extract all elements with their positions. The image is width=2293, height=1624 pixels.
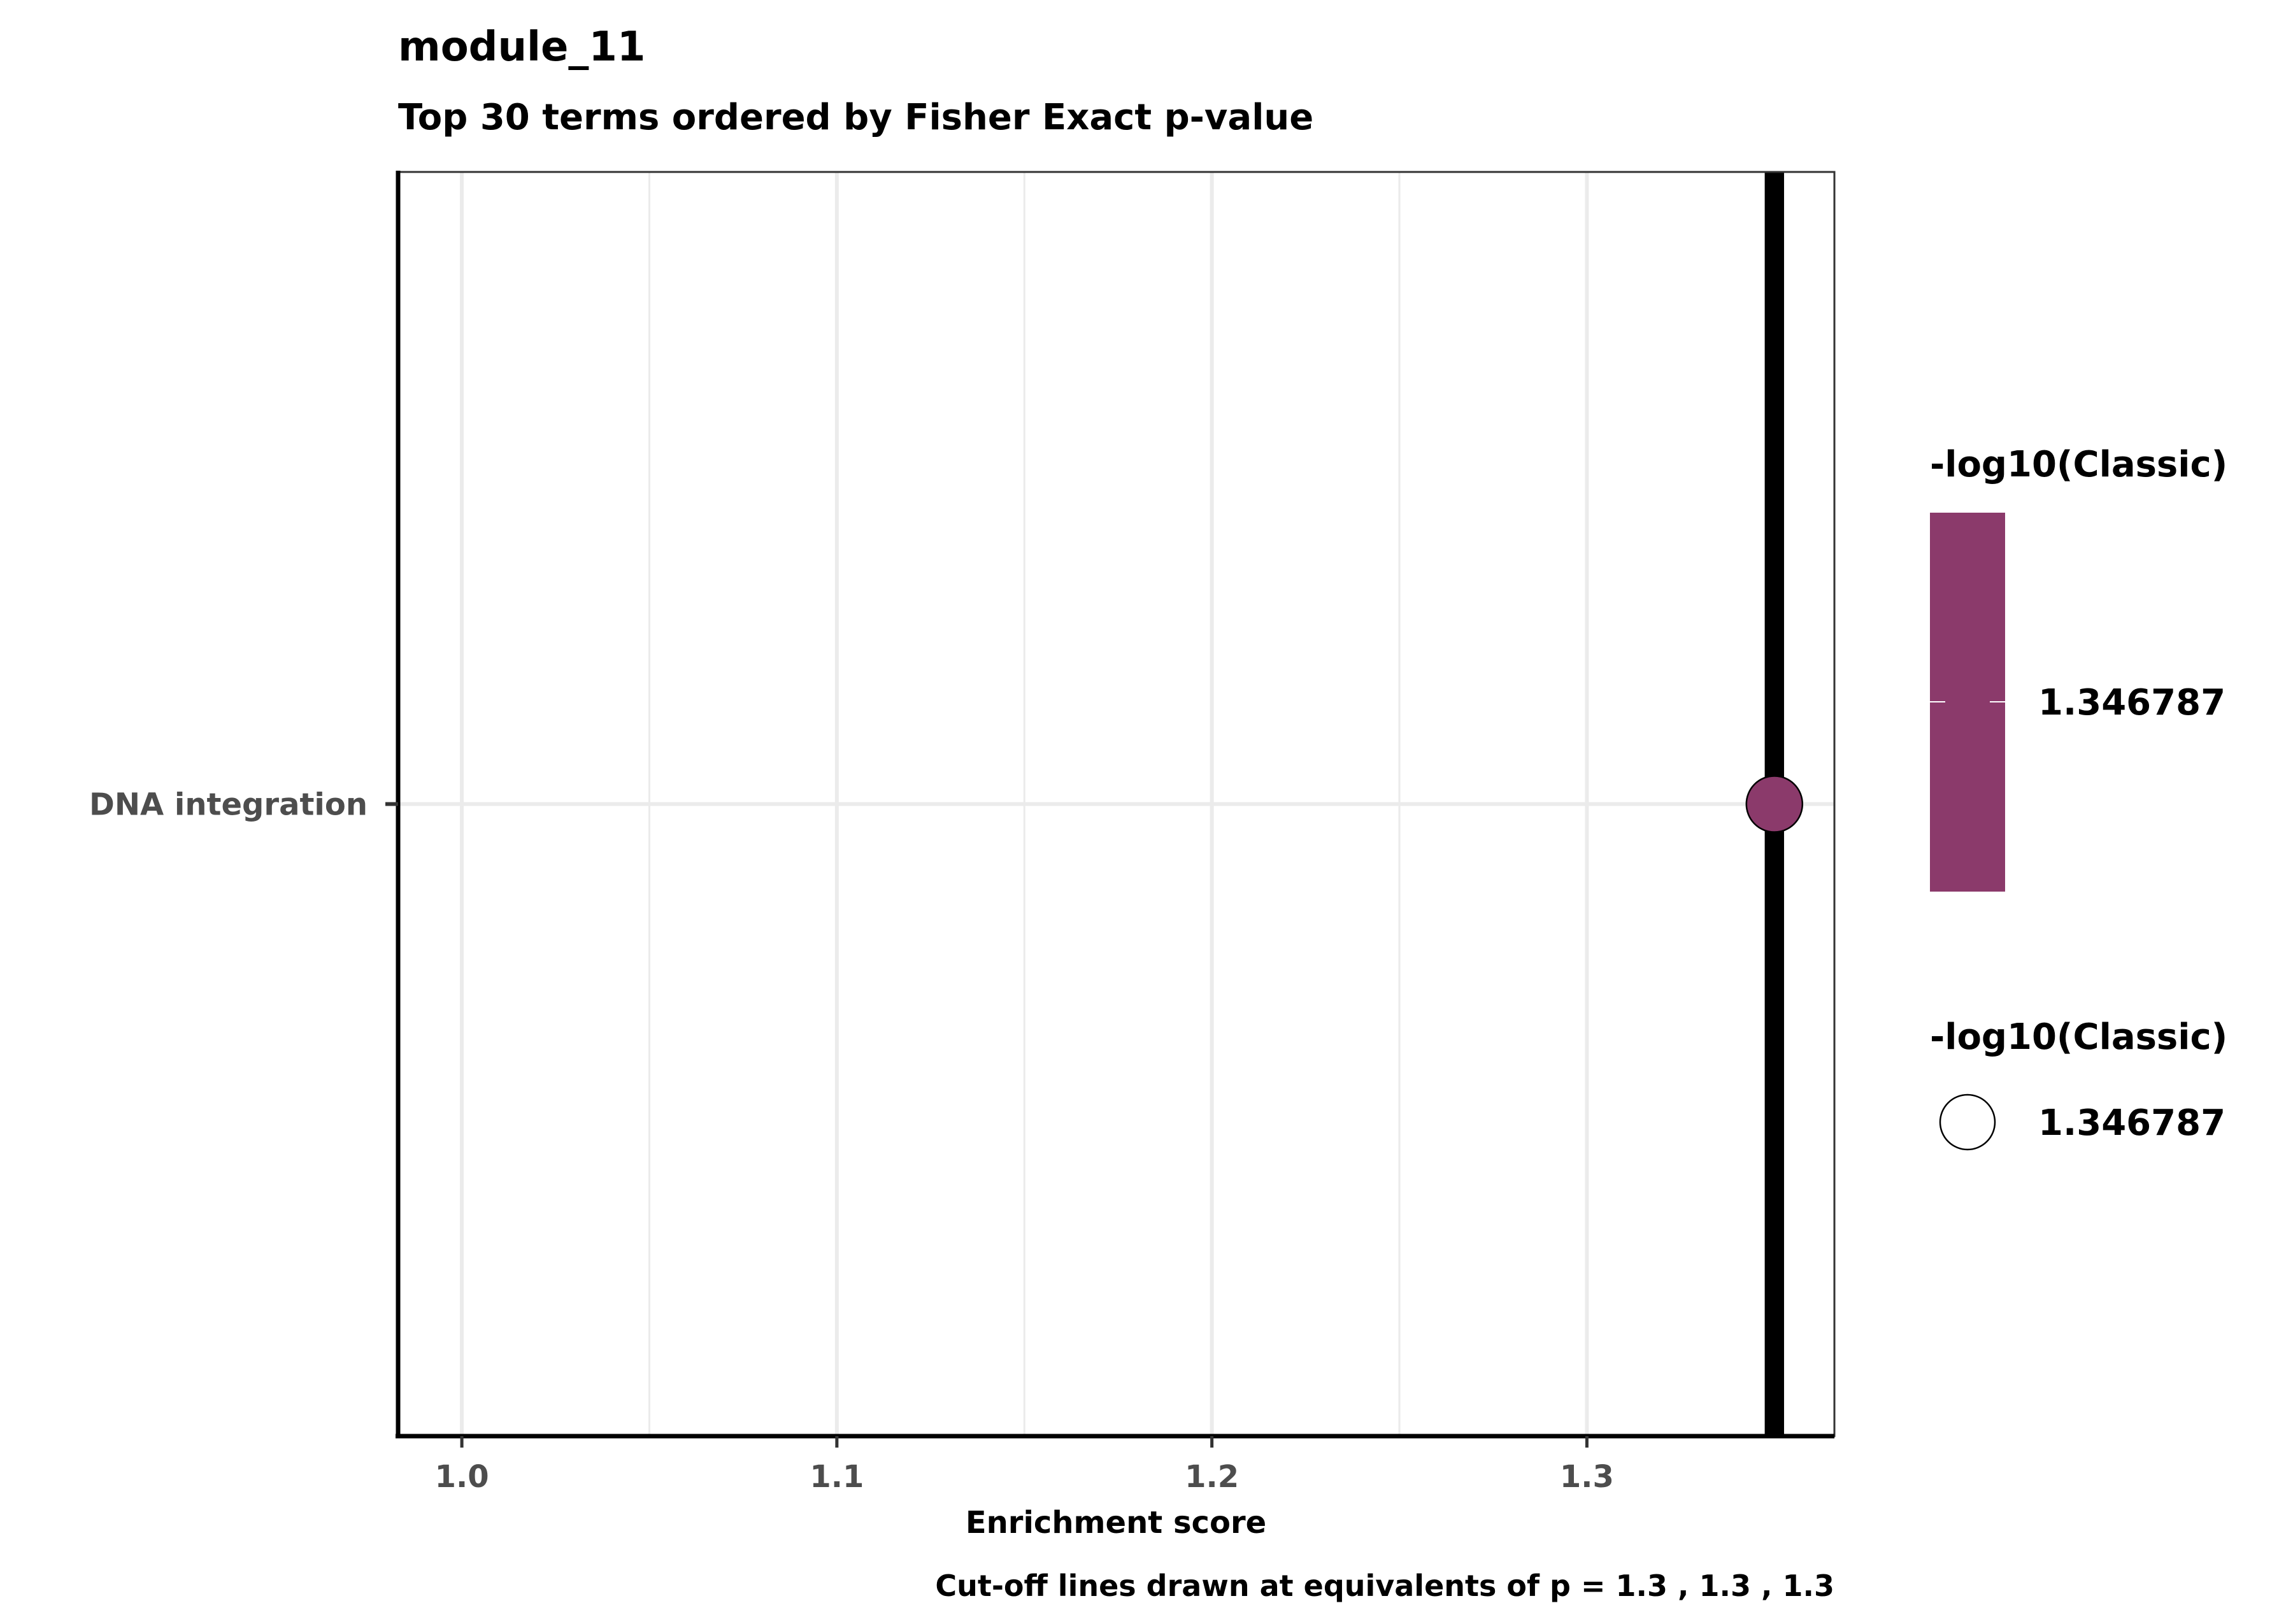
- data-point: [1745, 775, 1804, 833]
- chart-subtitle: Top 30 terms ordered by Fisher Exact p-v…: [398, 97, 1313, 138]
- x-tick-label: 1.1: [810, 1459, 864, 1495]
- size-legend: -log10(Classic) 1.346787: [1930, 1016, 2227, 1151]
- size-legend-key: [1939, 1093, 1996, 1151]
- color-legend-title: -log10(Classic): [1930, 444, 2227, 485]
- data-points: [1745, 775, 1804, 833]
- x-tick-label: 1.3: [1560, 1459, 1614, 1495]
- size-legend-label: 1.346787: [2038, 1102, 2225, 1144]
- x-axis-ticks: 1.0 1.1 1.2 1.3: [435, 1436, 1614, 1495]
- color-legend: -log10(Classic) 1.346787: [1930, 444, 2227, 892]
- major-gridlines: [398, 172, 1834, 1436]
- size-legend-title: -log10(Classic): [1930, 1016, 2227, 1058]
- x-tick-label: 1.0: [435, 1459, 489, 1495]
- plot-panel: [396, 171, 1836, 1439]
- x-tick-label: 1.2: [1185, 1459, 1239, 1495]
- y-tick-label: DNA integration: [89, 787, 368, 823]
- chart-title: module_11: [398, 24, 645, 71]
- y-axis-ticks: DNA integration: [89, 787, 398, 823]
- chart-caption: Cut-off lines drawn at equivalents of p …: [935, 1569, 1834, 1603]
- x-axis-title: Enrichment score: [966, 1505, 1266, 1541]
- color-legend-label: 1.346787: [2038, 682, 2225, 723]
